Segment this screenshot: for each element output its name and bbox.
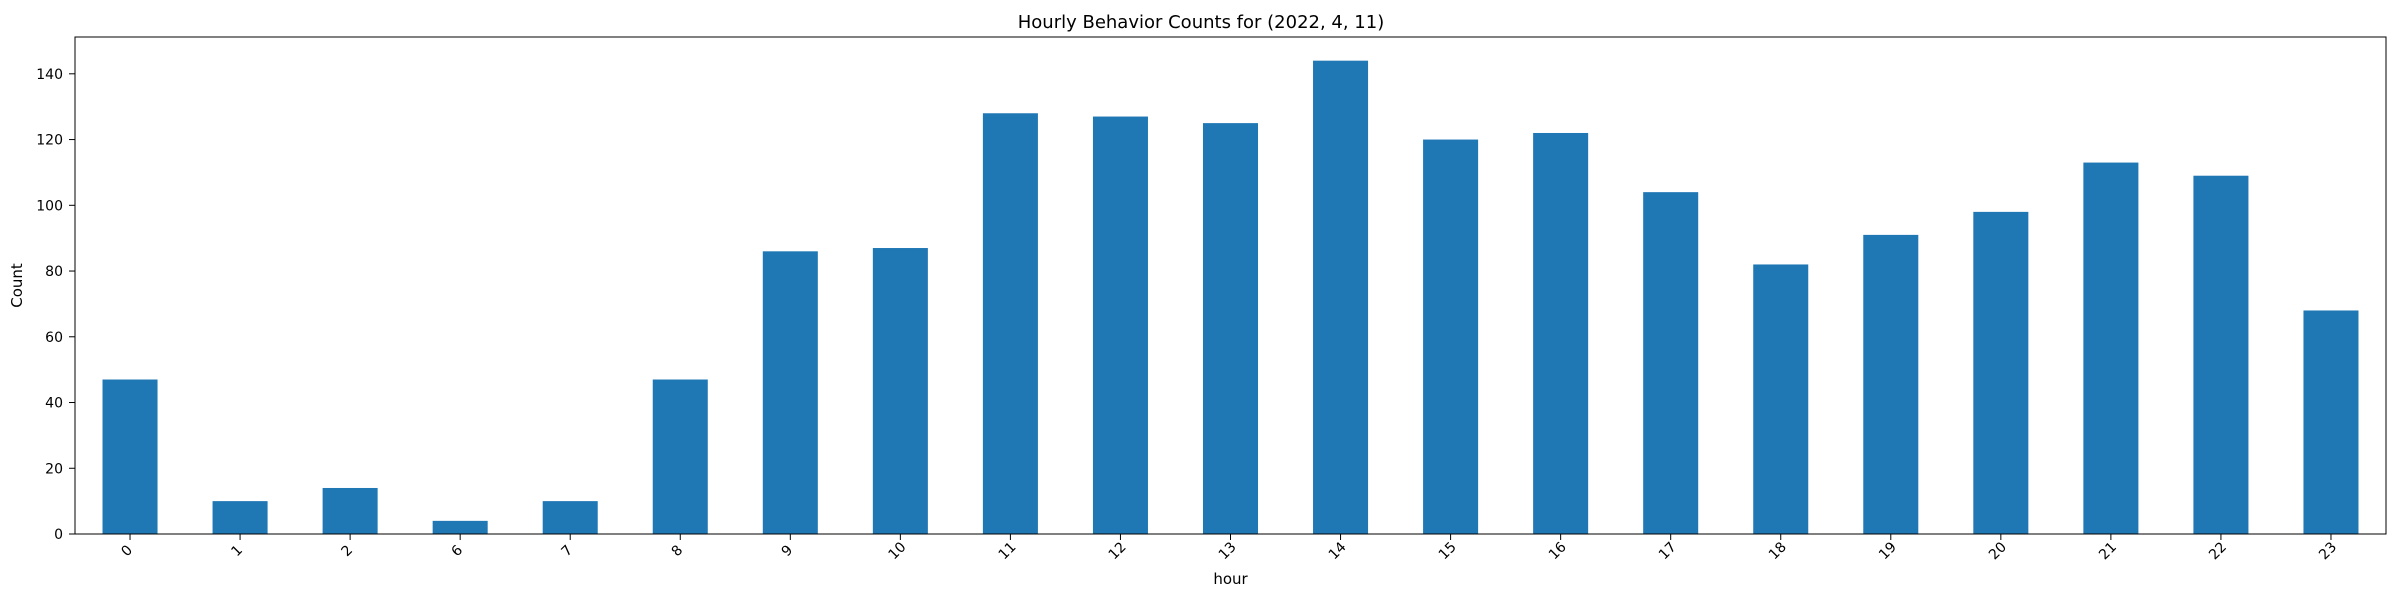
x-tick-label-23: 23 <box>2316 539 2340 563</box>
y-axis-ticks: 0 20 40 60 80 100 120 140 <box>36 67 75 543</box>
plot-frame <box>74 36 2387 535</box>
x-tick-label-21: 21 <box>2096 539 2120 563</box>
x-tick-label-16: 16 <box>1546 539 1570 563</box>
x-tick-label-9: 9 <box>779 542 797 560</box>
bar-hour-7 <box>542 501 598 534</box>
bar-hour-12 <box>1092 116 1148 534</box>
bar-hour-14 <box>1313 60 1369 535</box>
x-tick-label-1: 1 <box>228 542 246 560</box>
x-tick-label-19: 19 <box>1876 539 1900 563</box>
x-tick-label-7: 7 <box>559 542 577 560</box>
y-tick-label-0: 0 <box>54 527 63 543</box>
x-tick-label-12: 12 <box>1106 539 1130 563</box>
x-tick-label-18: 18 <box>1766 539 1790 563</box>
x-tick-label-0: 0 <box>118 542 136 560</box>
bar-hour-19 <box>1863 234 1919 534</box>
bar-hour-9 <box>762 251 818 534</box>
x-axis-ticks: 0 1 2 6 7 8 9 10 11 12 13 14 15 16 17 18 19 20 21 22 23 <box>118 534 2340 563</box>
y-tick-label-120: 120 <box>36 133 63 149</box>
bar-hour-8 <box>652 379 708 534</box>
x-tick-label-13: 13 <box>1216 539 1240 563</box>
y-tick-label-20: 20 <box>45 461 63 477</box>
x-axis-label: hour <box>1213 570 1248 588</box>
x-tick-label-22: 22 <box>2206 539 2230 563</box>
bars-group <box>102 60 2359 535</box>
bar-hour-1 <box>212 501 268 534</box>
x-tick-label-17: 17 <box>1656 539 1680 563</box>
y-tick-label-140: 140 <box>36 67 63 83</box>
x-tick-label-20: 20 <box>1986 539 2010 563</box>
x-tick-label-10: 10 <box>886 539 910 563</box>
bar-hour-13 <box>1202 123 1259 535</box>
bar-hour-18 <box>1753 264 1809 534</box>
bar-hour-0 <box>102 379 158 534</box>
y-tick-label-60: 60 <box>45 330 63 346</box>
bar-hour-16 <box>1533 132 1589 534</box>
y-tick-label-100: 100 <box>36 198 63 214</box>
bar-hour-15 <box>1423 139 1479 535</box>
bar-hour-10 <box>872 248 928 534</box>
bar-hour-20 <box>1973 211 2029 535</box>
y-axis-label: Count <box>8 263 26 308</box>
x-tick-label-2: 2 <box>338 542 356 560</box>
y-tick-label-40: 40 <box>45 396 63 412</box>
bar-hour-21 <box>2083 162 2139 534</box>
x-tick-label-8: 8 <box>669 542 687 560</box>
y-tick-label-80: 80 <box>45 264 63 280</box>
bar-hour-11 <box>982 113 1038 534</box>
bar-hour-6 <box>432 520 488 534</box>
bar-hour-17 <box>1643 192 1699 535</box>
x-tick-label-11: 11 <box>996 539 1020 563</box>
x-tick-label-15: 15 <box>1436 539 1460 563</box>
bar-hour-2 <box>322 487 378 534</box>
x-tick-label-6: 6 <box>449 542 467 560</box>
chart-title: Hourly Behavior Counts for (2022, 4, 11) <box>1018 12 1385 33</box>
x-tick-label-14: 14 <box>1326 539 1350 563</box>
bar-hour-22 <box>2193 175 2249 535</box>
bar-hour-23 <box>2303 310 2359 534</box>
